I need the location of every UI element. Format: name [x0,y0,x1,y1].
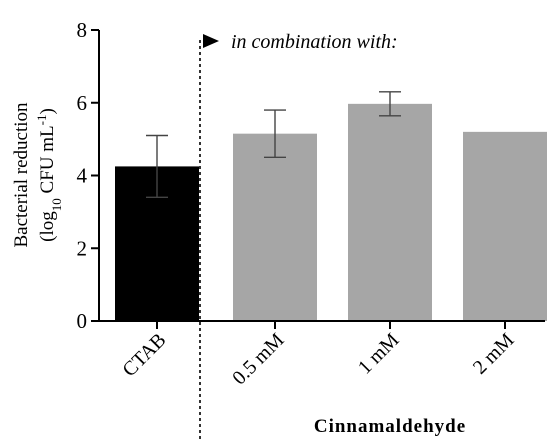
error-bar [379,91,401,117]
error-bars-layer [146,91,401,199]
y-axis-title-line-1: Bacterial reduction [11,102,32,248]
y-axis-units: (log10 CFU mL-1) [34,108,64,242]
annotation-text: in combination with: [231,31,398,53]
bar-2-mm [463,131,547,321]
bars-layer [115,103,547,321]
x-tick-label: 0.5 mM [228,329,288,389]
y-tick-label: 6 [77,91,88,115]
y-tick-label: 0 [77,309,88,333]
axes-layer: 0 2 4 6 8 [77,18,545,333]
x-tick-label: CTAB [118,329,170,381]
y-tick-label: 4 [77,164,88,188]
y-units-open: (log [37,211,58,242]
y-axis-title: Bacterial reduction [11,102,32,248]
y-units-close: ) [37,108,58,114]
x-tick-label: 1 mM [354,329,404,379]
y-units-superscript: -1 [34,115,49,126]
bar-0-5-mm [233,133,317,321]
labels-layer: CTAB 0.5 mM 1 mM 2 mM [118,329,518,389]
x-tick-label: 2 mM [469,329,519,379]
error-bar [146,134,168,199]
y-tick-label: 2 [77,236,88,260]
annotation-arrow-icon [203,34,219,48]
bar-1-mm [348,103,432,321]
y-tick-label: 8 [77,18,88,42]
error-bar [264,109,286,159]
y-units-middle: CFU mL [37,125,58,198]
y-units-subscript: 10 [49,198,64,211]
group-label: Cinnamaldehyde [314,416,466,437]
y-axis-title-line-2: (log10 CFU mL-1) [34,108,64,242]
